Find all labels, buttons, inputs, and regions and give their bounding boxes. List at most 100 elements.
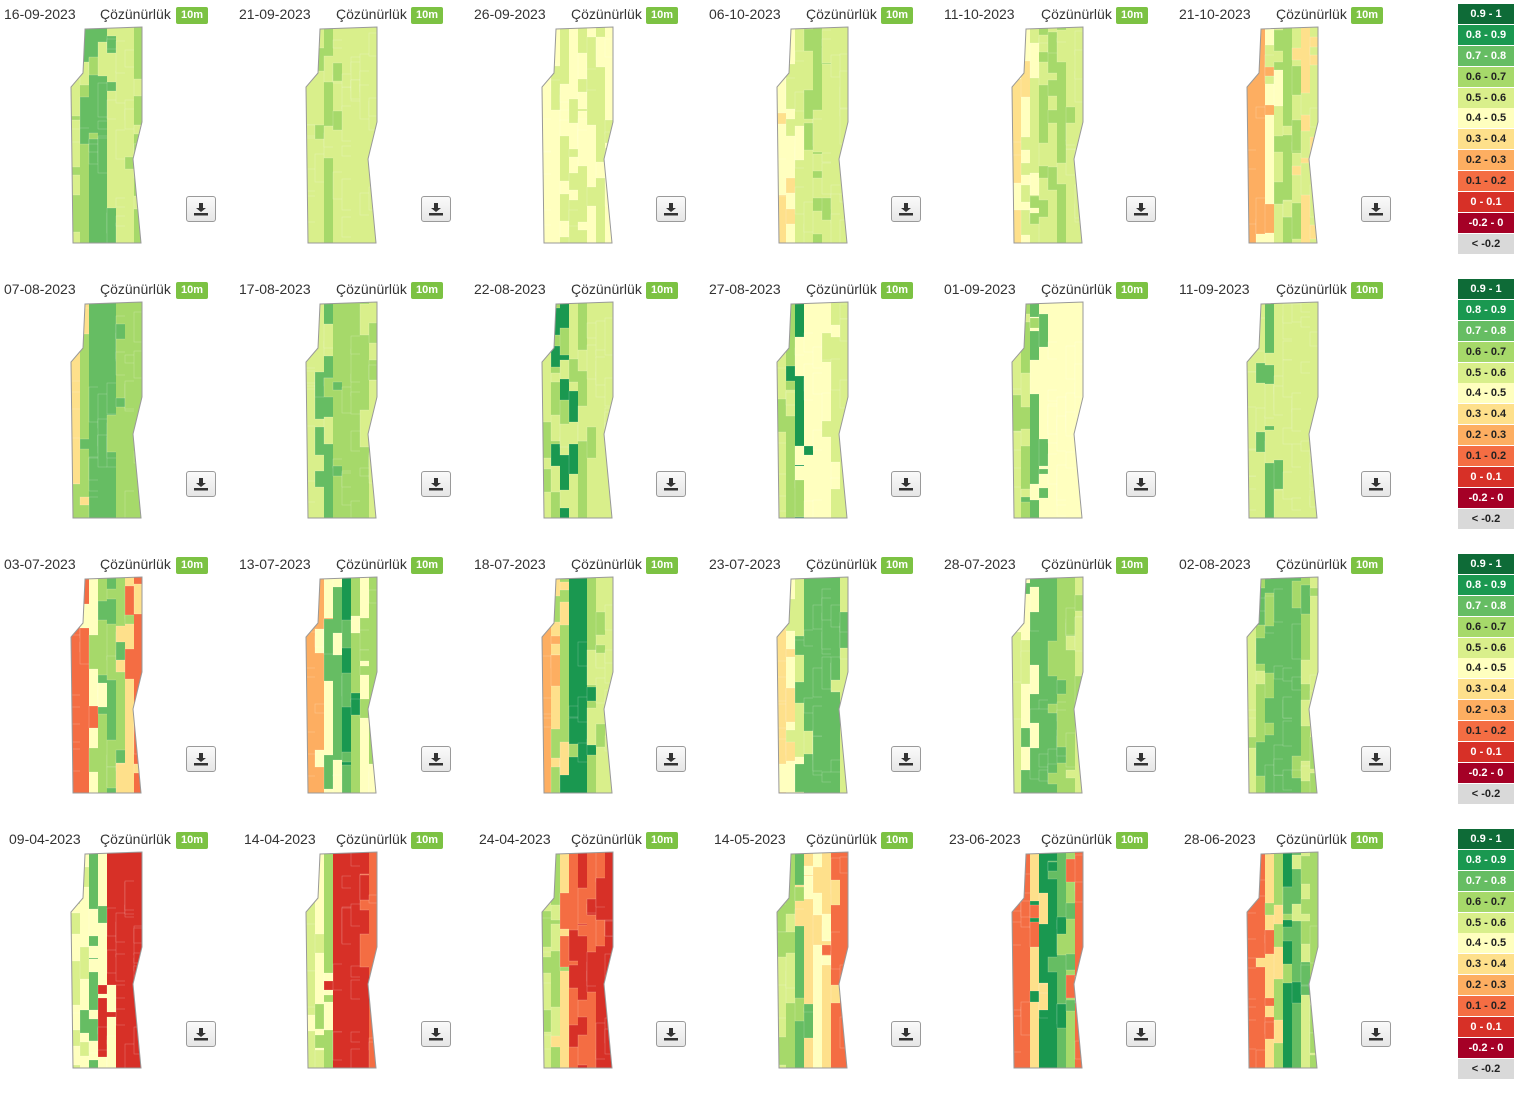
capture-date: 06-10-2023 <box>709 6 781 22</box>
ndvi-raster <box>306 852 377 1068</box>
ndvi-field-map[interactable] <box>1011 851 1085 1071</box>
ndvi-field-map[interactable] <box>776 301 850 521</box>
download-button[interactable] <box>1361 471 1391 497</box>
ndvi-field-map[interactable] <box>305 576 379 796</box>
ndvi-field-map[interactable] <box>1011 26 1085 246</box>
download-icon <box>899 203 913 216</box>
legend-item: 0.7 - 0.8 <box>1458 45 1514 66</box>
ndvi-raster <box>306 302 377 518</box>
ndvi-field-map[interactable] <box>776 576 850 796</box>
legend-item: 0.8 - 0.9 <box>1458 849 1514 870</box>
ndvi-raster <box>306 27 377 243</box>
resolution-label: Çözünürlük <box>1041 6 1112 22</box>
ndvi-field-map[interactable] <box>1011 301 1085 521</box>
download-icon <box>664 1028 678 1041</box>
resolution-badge: 10m <box>176 282 209 299</box>
download-button[interactable] <box>186 471 216 497</box>
ndvi-field-map[interactable] <box>541 576 615 796</box>
download-button[interactable] <box>421 1021 451 1047</box>
download-button[interactable] <box>656 746 686 772</box>
ndvi-field-map[interactable] <box>1246 301 1320 521</box>
download-button[interactable] <box>891 746 921 772</box>
capture-date: 28-06-2023 <box>1184 831 1256 847</box>
capture-date: 17-08-2023 <box>239 281 311 297</box>
download-icon <box>194 203 208 216</box>
resolution-label: Çözünürlük <box>1276 6 1347 22</box>
download-icon <box>1369 203 1383 216</box>
resolution-badge: 10m <box>1351 282 1384 299</box>
ndvi-raster <box>1247 852 1318 1068</box>
download-icon <box>1134 1028 1148 1041</box>
legend-item: 0.4 - 0.5 <box>1458 933 1514 954</box>
ndvi-field-map[interactable] <box>305 851 379 1071</box>
download-button[interactable] <box>1361 746 1391 772</box>
resolution-badge: 10m <box>646 7 679 24</box>
download-button[interactable] <box>891 1021 921 1047</box>
download-button[interactable] <box>1126 1021 1156 1047</box>
ndvi-field-map[interactable] <box>305 26 379 246</box>
ndvi-raster <box>542 302 613 518</box>
ndvi-field-map[interactable] <box>1246 576 1320 796</box>
resolution-badge: 10m <box>881 832 914 849</box>
ndvi-field-map[interactable] <box>776 851 850 1071</box>
download-button[interactable] <box>186 196 216 222</box>
legend-item: 0.5 - 0.6 <box>1458 637 1514 658</box>
ndvi-field-map[interactable] <box>70 301 144 521</box>
legend-item: 0.6 - 0.7 <box>1458 616 1514 637</box>
download-button[interactable] <box>1361 1021 1391 1047</box>
ndvi-raster <box>542 27 613 243</box>
capture-date: 01-09-2023 <box>944 281 1016 297</box>
download-button[interactable] <box>891 196 921 222</box>
resolution-label: Çözünürlük <box>806 6 877 22</box>
download-button[interactable] <box>656 196 686 222</box>
ndvi-raster <box>1012 577 1083 793</box>
download-button[interactable] <box>1126 746 1156 772</box>
ndvi-legend: 0.9 - 1 0.8 - 0.9 0.7 - 0.8 0.6 - 0.7 0.5 - … <box>1458 829 1514 1080</box>
ndvi-field-map[interactable] <box>70 26 144 246</box>
download-button[interactable] <box>421 471 451 497</box>
download-button[interactable] <box>1361 196 1391 222</box>
capture-date: 11-10-2023 <box>944 6 1015 22</box>
download-button[interactable] <box>891 471 921 497</box>
ndvi-raster <box>1012 27 1083 243</box>
download-button[interactable] <box>186 1021 216 1047</box>
capture-date: 03-07-2023 <box>4 556 76 572</box>
legend-item: 0.9 - 1 <box>1458 829 1514 849</box>
ndvi-field-map[interactable] <box>1246 851 1320 1071</box>
ndvi-raster <box>1247 577 1318 793</box>
download-icon <box>899 1028 913 1041</box>
capture-date: 14-04-2023 <box>244 831 316 847</box>
legend-item: < -0.2 <box>1458 1058 1514 1079</box>
download-button[interactable] <box>421 196 451 222</box>
download-icon <box>1134 753 1148 766</box>
ndvi-field-map[interactable] <box>541 851 615 1071</box>
capture-date: 28-07-2023 <box>944 556 1016 572</box>
ndvi-field-map[interactable] <box>305 301 379 521</box>
legend-item: 0.2 - 0.3 <box>1458 425 1514 446</box>
download-button[interactable] <box>656 471 686 497</box>
ndvi-field-map[interactable] <box>1246 26 1320 246</box>
legend-item: 0.4 - 0.5 <box>1458 383 1514 404</box>
legend-item: 0.7 - 0.8 <box>1458 870 1514 891</box>
resolution-badge: 10m <box>411 282 444 299</box>
download-button[interactable] <box>421 746 451 772</box>
ndvi-field-map[interactable] <box>776 26 850 246</box>
download-button[interactable] <box>656 1021 686 1047</box>
ndvi-field-map[interactable] <box>541 301 615 521</box>
resolution-label: Çözünürlük <box>336 556 407 572</box>
ndvi-field-map[interactable] <box>541 26 615 246</box>
ndvi-field-map[interactable] <box>70 576 144 796</box>
ndvi-raster <box>1012 852 1083 1068</box>
ndvi-raster <box>777 852 848 1068</box>
download-button[interactable] <box>1126 196 1156 222</box>
ndvi-legend: 0.9 - 1 0.8 - 0.9 0.7 - 0.8 0.6 - 0.7 0.5 - … <box>1458 279 1514 530</box>
capture-date: 24-04-2023 <box>479 831 551 847</box>
ndvi-field-map[interactable] <box>1011 576 1085 796</box>
resolution-badge: 10m <box>881 557 914 574</box>
download-button[interactable] <box>1126 471 1156 497</box>
download-button[interactable] <box>186 746 216 772</box>
download-icon <box>194 1028 208 1041</box>
ndvi-field-map[interactable] <box>70 851 144 1071</box>
download-icon <box>1134 478 1148 491</box>
resolution-label: Çözünürlük <box>806 831 877 847</box>
